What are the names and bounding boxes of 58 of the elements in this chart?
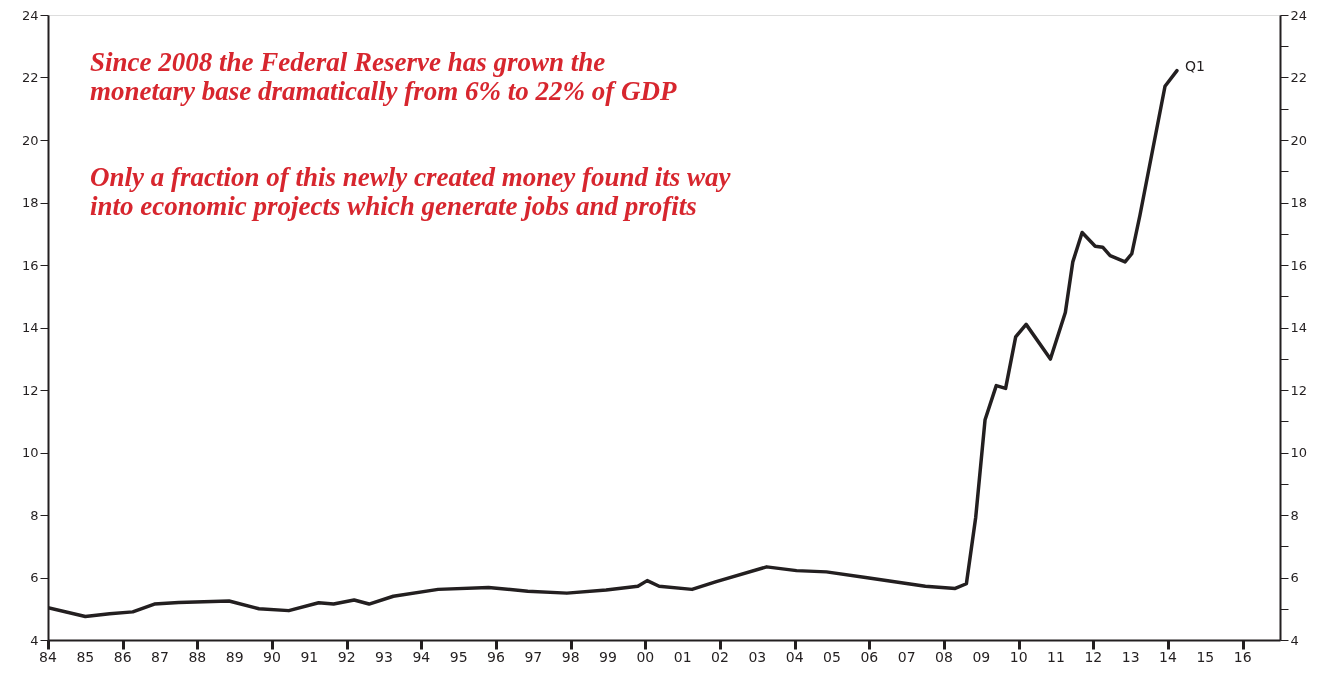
x-tick-label: 87 [151,649,169,665]
y-tick-label: 14 [21,320,39,335]
y-tick-label: 6 [30,570,39,585]
annotation: Q1 [1184,57,1205,74]
y2-tick-label: 14 [1290,320,1308,335]
x-tick-label: 05 [823,649,841,665]
x-tick-label: 06 [860,649,879,665]
annotation: Only a fraction of this newly created money found its way into economic projects which generate jobs and profits [90,162,732,221]
y-tick-label: 18 [21,195,39,210]
x-tick-label: 09 [972,649,991,665]
y-tick-label: 8 [30,507,39,523]
y2-tick-label: 6 [1290,570,1299,585]
x-tick-label: 94 [412,649,431,665]
y2-tick-label: 24 [1290,7,1308,23]
x-tick-label: 01 [673,649,692,665]
x-tick-label: 04 [785,649,804,665]
x-tick-label: 07 [897,649,916,665]
x-tick-label: 15 [1196,649,1215,665]
x-tick-label: 14 [1159,649,1177,665]
x-tick-label: 08 [935,649,953,665]
y2-tick-label: 16 [1290,257,1308,273]
y-tick-label: 20 [21,132,39,148]
y-tick-label: 22 [21,70,39,85]
x-tick-label: 98 [561,649,580,665]
y2-tick-label: 8 [1290,507,1299,523]
x-tick-label: 02 [711,649,729,665]
y2-tick-label: 12 [1290,382,1308,398]
y2-tick-label: 22 [1290,70,1308,85]
x-tick-label: 13 [1121,649,1140,665]
x-tick-label: 00 [636,649,655,665]
x-tick-label: 90 [263,649,281,665]
y2-tick-label: 10 [1290,445,1308,460]
x-tick-label: 99 [599,649,617,665]
x-tick-label: 92 [337,649,356,665]
y2-tick-label: 20 [1290,132,1308,148]
x-tick-label: 84 [39,649,57,665]
x-tick-label: 88 [188,649,207,665]
x-tick-label: 85 [76,649,95,665]
x-tick-label: 95 [449,649,468,665]
x-tick-label: 96 [487,649,505,665]
x-tick-label: 91 [300,649,319,665]
y-tick-label: 10 [21,445,39,460]
x-tick-label: 93 [375,649,393,665]
x-tick-label: 16 [1233,649,1252,665]
x-tick-label: 10 [1009,649,1028,665]
y-tick-label: 16 [21,257,39,273]
x-tick-label: 11 [1047,649,1065,665]
y-tick-label: 4 [30,632,39,648]
x-tick-label: 03 [748,649,767,665]
x-tick-label: 97 [524,649,543,665]
x-tick-label: 89 [225,649,244,665]
x-tick-label: 12 [1084,649,1103,665]
y-tick-label: 12 [21,382,39,398]
annotation: Since 2008 the Federal Reserve has grown the monetary base dramatically from 6% to 22% of GDP [90,47,677,106]
x-tick-label: 86 [113,649,132,665]
y-tick-label: 24 [21,7,39,23]
y2-tick-label: 18 [1290,195,1308,210]
y2-tick-label: 4 [1290,632,1299,648]
